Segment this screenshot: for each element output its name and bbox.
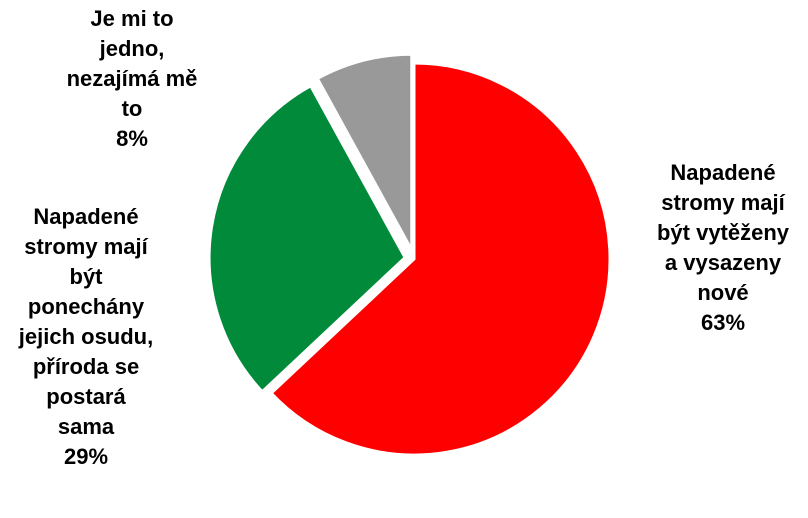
label-text-line: stromy mají (24, 234, 148, 259)
label-text-line: sama (57, 414, 115, 439)
label-text-line: ponechány (27, 294, 145, 319)
label-text-line: nezajímá mě (66, 66, 198, 91)
label-text-line: jedno, (99, 36, 165, 61)
label-text-line: stromy mají (661, 190, 785, 215)
pie-slice-harvest (268, 61, 612, 457)
label-value: 29% (63, 444, 109, 469)
pie-slice-indifferent (315, 52, 414, 252)
label-text-line: postará (46, 384, 126, 409)
label-slice-harvest: Napadené stromy mají být vytěženy a vysa… (648, 158, 798, 338)
label-text-line: Napadené (33, 204, 139, 229)
label-text-line: Je mi to (90, 6, 174, 31)
label-text-line: být vytěženy (656, 220, 790, 245)
label-text-line: jejich osudu, (18, 324, 154, 349)
label-text-line: a vysazeny (664, 250, 782, 275)
label-text-line: být (69, 264, 103, 289)
label-slice-leave: Napadené stromy mají být ponechány jejic… (2, 202, 170, 472)
pie-slice-leave (207, 83, 407, 394)
label-value: 63% (700, 310, 746, 335)
label-value: 8% (116, 126, 148, 151)
label-text-line: Napadené (670, 160, 776, 185)
label-slice-indifferent: Je mi to jedno, nezajímá mě to 8% (52, 4, 212, 154)
label-text-line: to (121, 96, 143, 121)
label-text-line: nové (697, 280, 749, 305)
label-text-line: příroda se (32, 354, 140, 379)
